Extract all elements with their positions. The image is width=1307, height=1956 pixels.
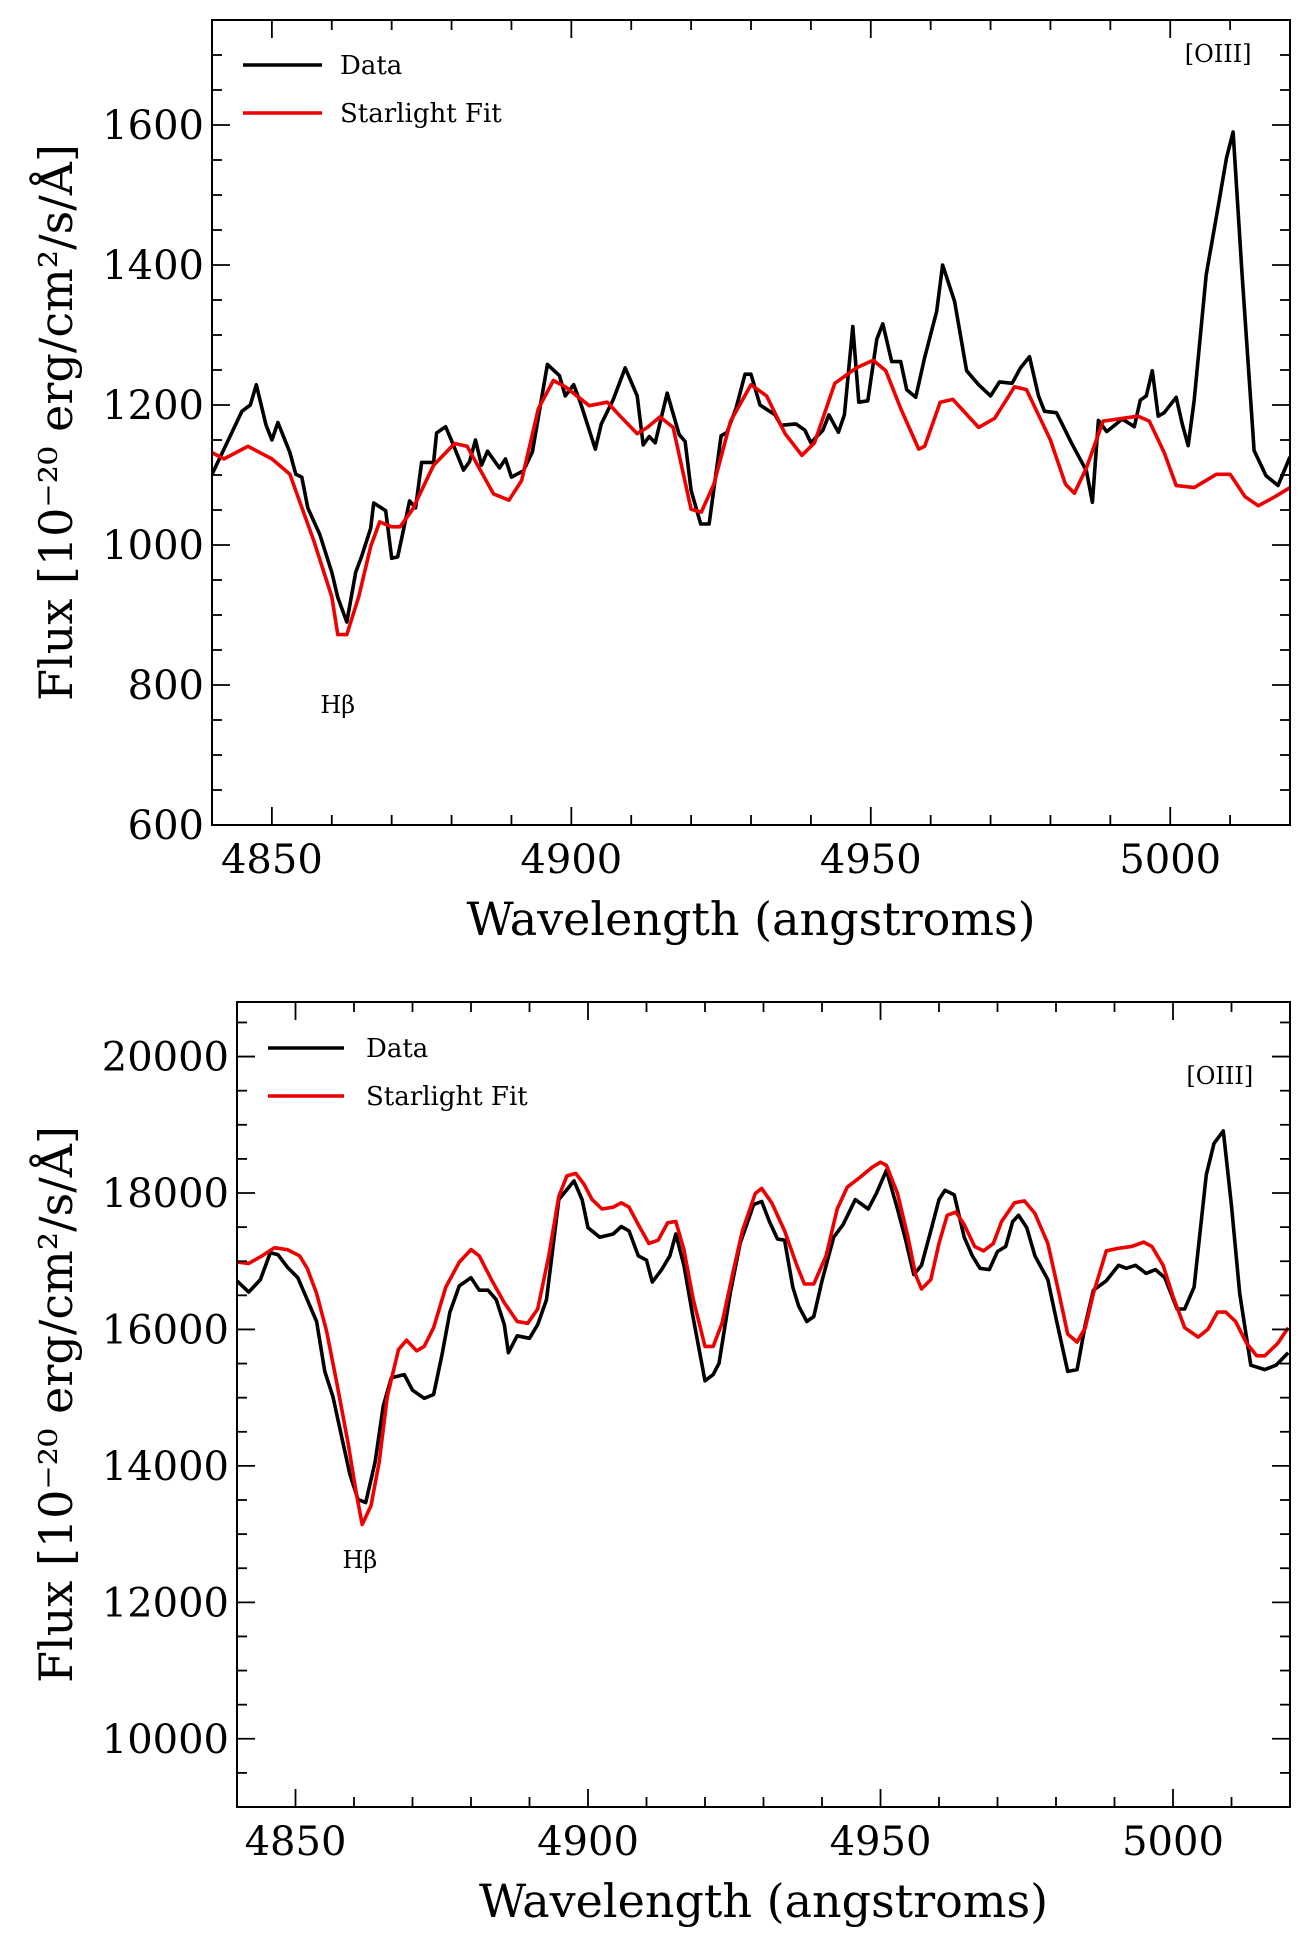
annotation-label: [OIII] [1186,1062,1253,1090]
series-line-starlight-fit [212,358,1290,637]
legend-label: Data [340,51,402,81]
x-tick-label: 4900 [520,837,622,883]
x-tick-label: 4900 [537,1819,639,1865]
legend: Data Starlight Fit [243,51,502,129]
x-axis-label: Wavelength (angstroms) [479,1874,1048,1928]
y-axis-label: Flux [10⁻²⁰ erg/cm²/s/Å] [28,144,83,701]
chart-panel-1: 4850 4900 4950 5000 600 800 1000 1200 1400 1600 Wa… [28,19,1291,946]
x-tick-label: 5000 [1122,1819,1224,1865]
chart-panel-2: 4850 4900 4950 5000 10000 12000 14000 16000 1800… [28,1001,1291,1928]
y-tick-label: 800 [128,663,204,709]
y-axis-label: Flux [10⁻²⁰ erg/cm²/s/Å] [28,1126,83,1683]
y-tick-label: 18000 [102,1171,229,1217]
legend-label: Starlight Fit [366,1082,528,1112]
y-tick-label: 16000 [102,1307,229,1353]
x-tick-label: 4850 [221,837,323,883]
legend-label: Data [366,1034,428,1064]
legend: Data Starlight Fit [268,1034,528,1112]
plot-frame [236,1001,1291,1808]
y-tick-label: 12000 [102,1580,229,1626]
y-tick-label: 10000 [102,1717,229,1763]
y-tick-label: 1400 [102,243,204,289]
annotation-label: Hβ [342,1546,377,1574]
x-tick-label: 4850 [245,1819,347,1865]
y-tick-label: 600 [128,803,204,849]
y-tick-label: 1600 [102,103,204,149]
y-tick-label: 14000 [102,1444,229,1490]
y-tick-label: 20000 [102,1035,229,1081]
series-line-data [212,130,1290,624]
legend-label: Starlight Fit [340,99,502,129]
y-tick-label: 1200 [102,383,204,429]
series-line-starlight-fit [237,1160,1290,1527]
x-tick-label: 5000 [1119,837,1221,883]
x-axis-label: Wavelength (angstroms) [466,892,1035,946]
x-tick-label: 4950 [830,1819,932,1865]
y-tick-label: 1000 [102,523,204,569]
x-tick-label: 4950 [820,837,922,883]
annotation-label: Hβ [320,691,355,719]
annotation-label: [OIII] [1185,40,1252,68]
series-line-data [237,1129,1290,1505]
